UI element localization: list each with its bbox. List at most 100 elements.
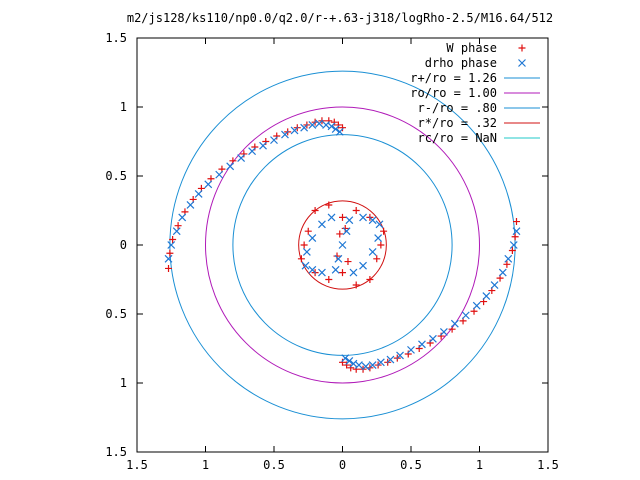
point-1-59 — [345, 216, 354, 225]
point-1-40 — [498, 268, 507, 277]
point-0-46 — [325, 201, 333, 209]
point-0-56 — [373, 255, 381, 263]
y-tick-label-5: 1 — [120, 376, 127, 390]
point-1-31 — [407, 345, 415, 354]
point-0-63 — [333, 252, 341, 260]
point-1-30 — [396, 351, 404, 360]
point-0-45 — [512, 218, 520, 226]
legend-label-2: r+/ro = 1.26 — [410, 71, 497, 85]
point-1-13 — [226, 162, 235, 171]
point-0-23 — [339, 358, 346, 366]
legend-marker-1 — [518, 59, 526, 67]
point-0-24 — [343, 361, 351, 369]
point-0-10 — [262, 138, 270, 145]
point-1-52 — [349, 268, 358, 277]
circle-1 — [205, 106, 480, 384]
series-1 — [164, 119, 521, 371]
point-0-12 — [240, 150, 248, 158]
point-0-25 — [347, 364, 355, 372]
point-0-9 — [273, 132, 281, 140]
point-1-36 — [461, 311, 470, 320]
point-1-48 — [301, 261, 310, 270]
x-tick-label-6: 1.5 — [537, 458, 559, 472]
point-0-20 — [169, 235, 177, 243]
point-1-33 — [428, 334, 437, 343]
point-1-3 — [322, 121, 330, 129]
point-1-1 — [331, 125, 340, 134]
point-0-48 — [304, 227, 312, 235]
x-tick-label-3: 0 — [339, 458, 346, 472]
point-1-26 — [361, 362, 370, 371]
reference-circles — [169, 70, 516, 420]
legend-label-1: drho phase — [425, 56, 497, 70]
point-1-8 — [281, 130, 289, 139]
point-0-57 — [377, 241, 385, 249]
point-0-50 — [297, 255, 305, 263]
point-1-49 — [308, 265, 317, 274]
point-1-37 — [472, 301, 481, 310]
y-tick-label-3: 0 — [120, 238, 127, 252]
point-1-7 — [290, 126, 299, 135]
point-1-29 — [386, 355, 395, 364]
y-tick-label-1: 1 — [120, 100, 127, 114]
point-0-61 — [339, 213, 346, 221]
point-0-33 — [415, 345, 423, 352]
point-0-11 — [251, 143, 259, 151]
point-1-32 — [418, 340, 426, 349]
y-tick-label-6: 1.5 — [105, 445, 127, 459]
point-1-23 — [345, 356, 354, 365]
point-0-49 — [300, 241, 308, 249]
point-0-58 — [380, 227, 388, 235]
point-0-19 — [174, 222, 182, 230]
point-0-42 — [503, 260, 511, 268]
x-axis: 1.5 1 0.5 0 0.5 1 1.5 — [126, 38, 559, 472]
point-1-28 — [376, 358, 385, 367]
legend-label-5: r*/ro = .32 — [418, 116, 497, 130]
point-0-1 — [334, 121, 342, 129]
point-1-38 — [482, 292, 491, 300]
legend-label-4: r-/ro = .80 — [418, 101, 497, 115]
point-1-22 — [341, 354, 350, 363]
point-0-22 — [165, 264, 173, 272]
point-0-47 — [311, 207, 319, 214]
point-0-65 — [344, 258, 352, 266]
point-1-46 — [308, 234, 317, 243]
point-0-52 — [325, 276, 333, 283]
point-1-43 — [512, 227, 521, 236]
point-1-53 — [359, 261, 367, 270]
point-1-51 — [331, 265, 340, 274]
point-0-60 — [352, 207, 360, 214]
data-series — [164, 117, 521, 373]
legend-label-6: rc/ro = NaN — [418, 131, 497, 145]
point-1-41 — [504, 254, 513, 263]
point-0-32 — [404, 350, 412, 358]
point-1-58 — [359, 213, 367, 222]
point-1-14 — [215, 170, 224, 179]
point-0-2 — [330, 118, 338, 126]
point-1-12 — [237, 154, 246, 162]
point-1-47 — [302, 247, 311, 256]
x-tick-label-0: 1.5 — [126, 458, 148, 472]
point-1-19 — [172, 227, 181, 236]
point-1-25 — [355, 361, 363, 369]
x-tick-label-5: 1 — [476, 458, 483, 472]
point-1-20 — [167, 241, 176, 249]
point-1-56 — [375, 220, 384, 229]
point-1-17 — [186, 201, 195, 209]
legend-marker-0 — [518, 44, 526, 52]
y-tick-label-0: 1.5 — [105, 31, 127, 45]
point-1-62 — [334, 254, 343, 263]
x-tick-label-2: 0.5 — [263, 458, 285, 472]
point-1-9 — [270, 136, 278, 145]
circle-0 — [169, 70, 516, 420]
x-tick-label-1: 1 — [202, 458, 209, 472]
legend-label-3: ro/ro = 1.00 — [410, 86, 497, 100]
point-1-11 — [248, 147, 257, 156]
point-1-39 — [490, 281, 499, 289]
point-0-55 — [366, 276, 374, 283]
point-0-64 — [341, 224, 349, 232]
point-1-54 — [368, 247, 377, 256]
point-1-44 — [327, 213, 336, 222]
point-1-15 — [204, 180, 213, 189]
